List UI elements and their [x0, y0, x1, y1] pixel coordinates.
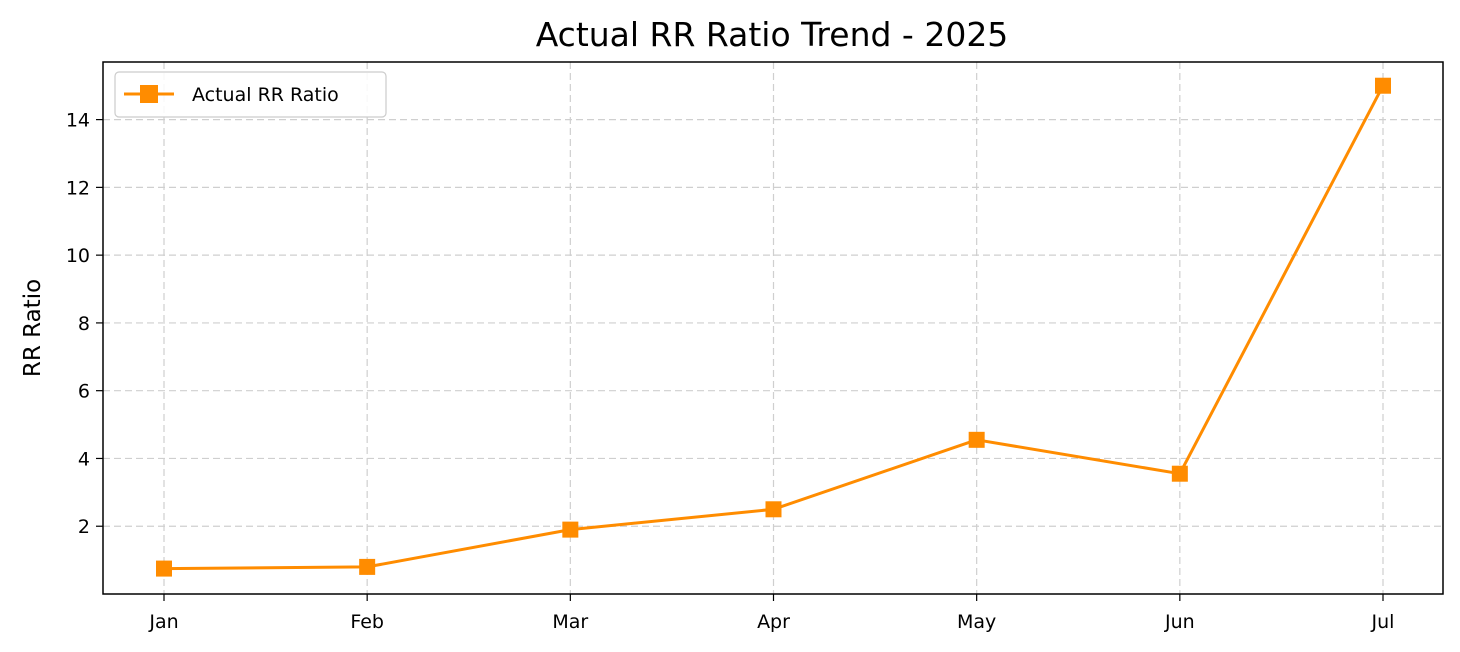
data-point-marker	[562, 521, 579, 538]
chart-title: Actual RR Ratio Trend - 2025	[536, 15, 1009, 54]
data-point-marker	[1375, 77, 1391, 94]
axis-ticks: Jan Feb Mar Apr May Jun Jul 2 4 6 8 10 12 14	[66, 110, 1395, 633]
x-tick-label: Jun	[1164, 611, 1195, 633]
y-tick-label: 14	[66, 110, 90, 132]
grid	[103, 62, 1443, 594]
series-layer	[156, 77, 1391, 577]
y-tick-label: 8	[78, 313, 90, 335]
plot-frame	[102, 61, 1444, 595]
data-point-marker	[156, 560, 172, 577]
x-tick-label: Mar	[552, 611, 588, 633]
data-point-marker	[359, 558, 376, 575]
x-tick-label: Apr	[757, 611, 790, 633]
y-tick-label: 2	[78, 516, 90, 538]
data-point-marker	[1171, 465, 1188, 482]
y-tick-label: 4	[78, 448, 90, 470]
legend: Actual RR Ratio	[114, 71, 387, 118]
legend-box	[114, 71, 387, 118]
x-tick-label: Jul	[1371, 611, 1395, 633]
x-tick-label: Jan	[148, 611, 178, 633]
x-tick-label: May	[957, 611, 996, 633]
legend-series-marker	[140, 85, 158, 103]
data-point-marker	[968, 431, 985, 448]
y-tick-label: 12	[66, 177, 90, 199]
y-tick-label: 10	[66, 245, 90, 267]
y-tick-label: 6	[78, 381, 90, 403]
x-tick-label: Feb	[350, 611, 384, 633]
data-point-marker	[765, 501, 782, 518]
legend-series-label: Actual RR Ratio	[192, 84, 339, 106]
y-axis-label: RR Ratio	[20, 279, 46, 377]
